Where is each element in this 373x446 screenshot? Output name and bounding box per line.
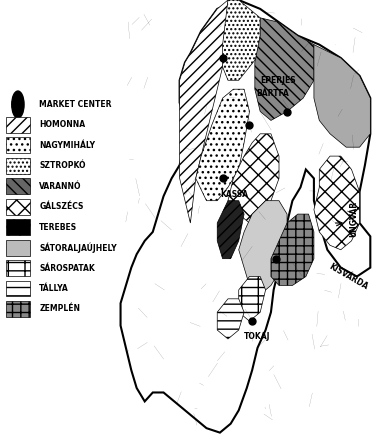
- Text: VARANNÓ: VARANNÓ: [39, 182, 82, 191]
- Polygon shape: [314, 156, 360, 250]
- Text: TÁLLYA: TÁLLYA: [39, 284, 69, 293]
- Polygon shape: [217, 299, 244, 339]
- FancyBboxPatch shape: [6, 178, 30, 194]
- Text: UNGVÁR: UNGVÁR: [349, 201, 358, 236]
- FancyBboxPatch shape: [6, 301, 30, 317]
- Text: GÁLSZÉCS: GÁLSZÉCS: [39, 202, 84, 211]
- FancyBboxPatch shape: [6, 219, 30, 235]
- Polygon shape: [228, 134, 279, 223]
- Polygon shape: [120, 0, 370, 433]
- Polygon shape: [271, 214, 314, 285]
- FancyBboxPatch shape: [6, 240, 30, 256]
- Polygon shape: [255, 18, 314, 120]
- Text: SÁTORALJAÚJHELY: SÁTORALJAÚJHELY: [39, 242, 117, 253]
- FancyBboxPatch shape: [6, 281, 30, 297]
- Text: SZTROPKÓ: SZTROPKÓ: [39, 161, 86, 170]
- Text: NAGYMIHÁLY: NAGYMIHÁLY: [39, 141, 95, 150]
- Polygon shape: [314, 45, 370, 147]
- Text: MARKET CENTER: MARKET CENTER: [39, 100, 112, 109]
- FancyBboxPatch shape: [6, 137, 30, 153]
- FancyBboxPatch shape: [6, 260, 30, 276]
- Polygon shape: [239, 277, 266, 321]
- Text: SÁROSPATAK: SÁROSPATAK: [39, 264, 95, 273]
- FancyBboxPatch shape: [6, 199, 30, 215]
- FancyBboxPatch shape: [6, 158, 30, 174]
- Polygon shape: [196, 89, 250, 201]
- Polygon shape: [217, 201, 244, 259]
- Text: EPERJES: EPERJES: [260, 76, 296, 85]
- Polygon shape: [180, 0, 228, 223]
- Polygon shape: [223, 0, 260, 80]
- Circle shape: [12, 91, 24, 118]
- FancyBboxPatch shape: [104, 0, 373, 446]
- Text: ZEMPLÉN: ZEMPLÉN: [39, 305, 80, 314]
- Text: KISVÁRDA: KISVÁRDA: [327, 262, 370, 291]
- FancyBboxPatch shape: [6, 117, 30, 133]
- Text: BÁRTFA: BÁRTFA: [256, 89, 289, 98]
- Polygon shape: [239, 201, 287, 294]
- Text: KASSA: KASSA: [220, 190, 248, 198]
- Text: TEREBES: TEREBES: [39, 223, 77, 231]
- Text: HOMONNA: HOMONNA: [39, 120, 85, 129]
- Text: TOKAJ: TOKAJ: [244, 332, 270, 341]
